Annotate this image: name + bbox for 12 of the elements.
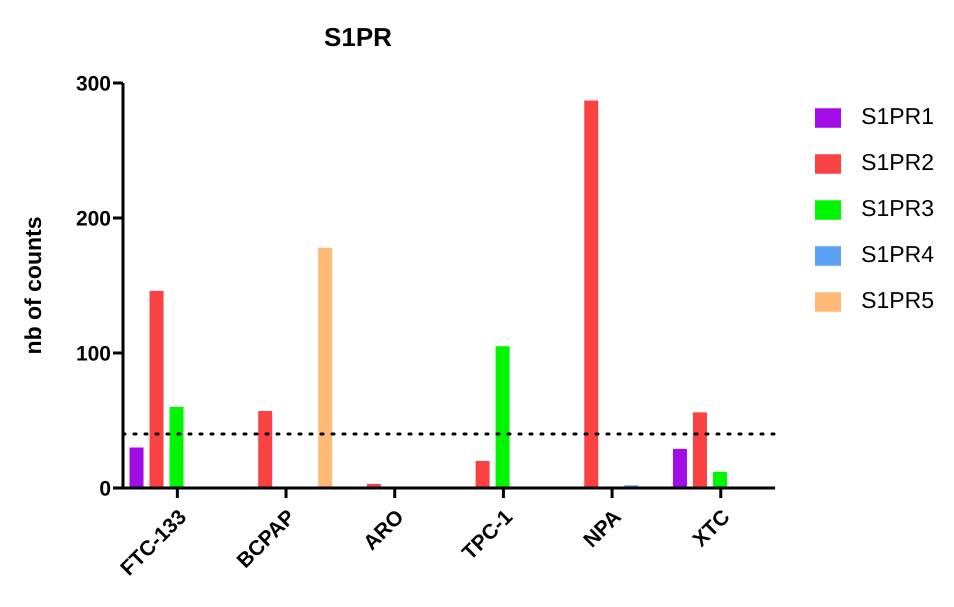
y-tick-label: 100 [76,342,111,366]
legend-label: S1PR5 [861,287,934,313]
legend-label: S1PR4 [861,241,934,267]
y-tick-label: 0 [99,477,111,500]
chart-title: S1PR [323,22,393,53]
y-tick-label: 200 [76,207,111,230]
y-axis-title: nb of counts [20,216,46,354]
legend-label: S1PR3 [861,195,934,221]
legend-label: S1PR1 [861,103,934,129]
legend-label: S1PR2 [861,149,934,175]
y-tick-label: 300 [76,72,111,96]
x-tick-label: NPA [579,505,626,552]
